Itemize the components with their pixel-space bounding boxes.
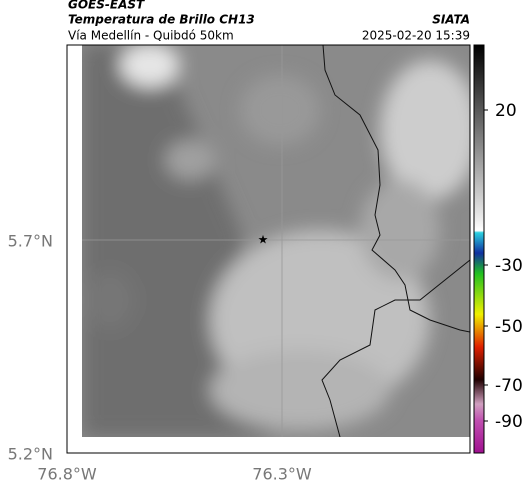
colorbar-tick-label: 20 — [495, 101, 517, 121]
lon-label: 76.8°W — [37, 465, 97, 484]
lat-label: 5.7°N — [8, 232, 53, 251]
colorbar-tick-label: -70 — [495, 376, 523, 396]
title: Temperatura de Brillo CH13 — [68, 13, 255, 27]
source: SIATA — [432, 13, 470, 27]
location-marker: ★ — [258, 233, 269, 247]
colorbar-tick-label: -50 — [495, 317, 523, 337]
satellite-image — [82, 45, 470, 437]
colorbar — [473, 44, 485, 454]
timestamp: 2025-02-20 15:39 — [362, 29, 470, 43]
lon-label: 76.3°W — [252, 465, 312, 484]
colorbar-tick-label: -90 — [495, 412, 523, 432]
lat-label: 5.2°N — [8, 445, 53, 464]
colorbar-tick-label: -30 — [495, 256, 523, 276]
product: GOES-EAST — [68, 0, 145, 12]
route: Vía Medellín - Quibdó 50km — [68, 29, 234, 43]
